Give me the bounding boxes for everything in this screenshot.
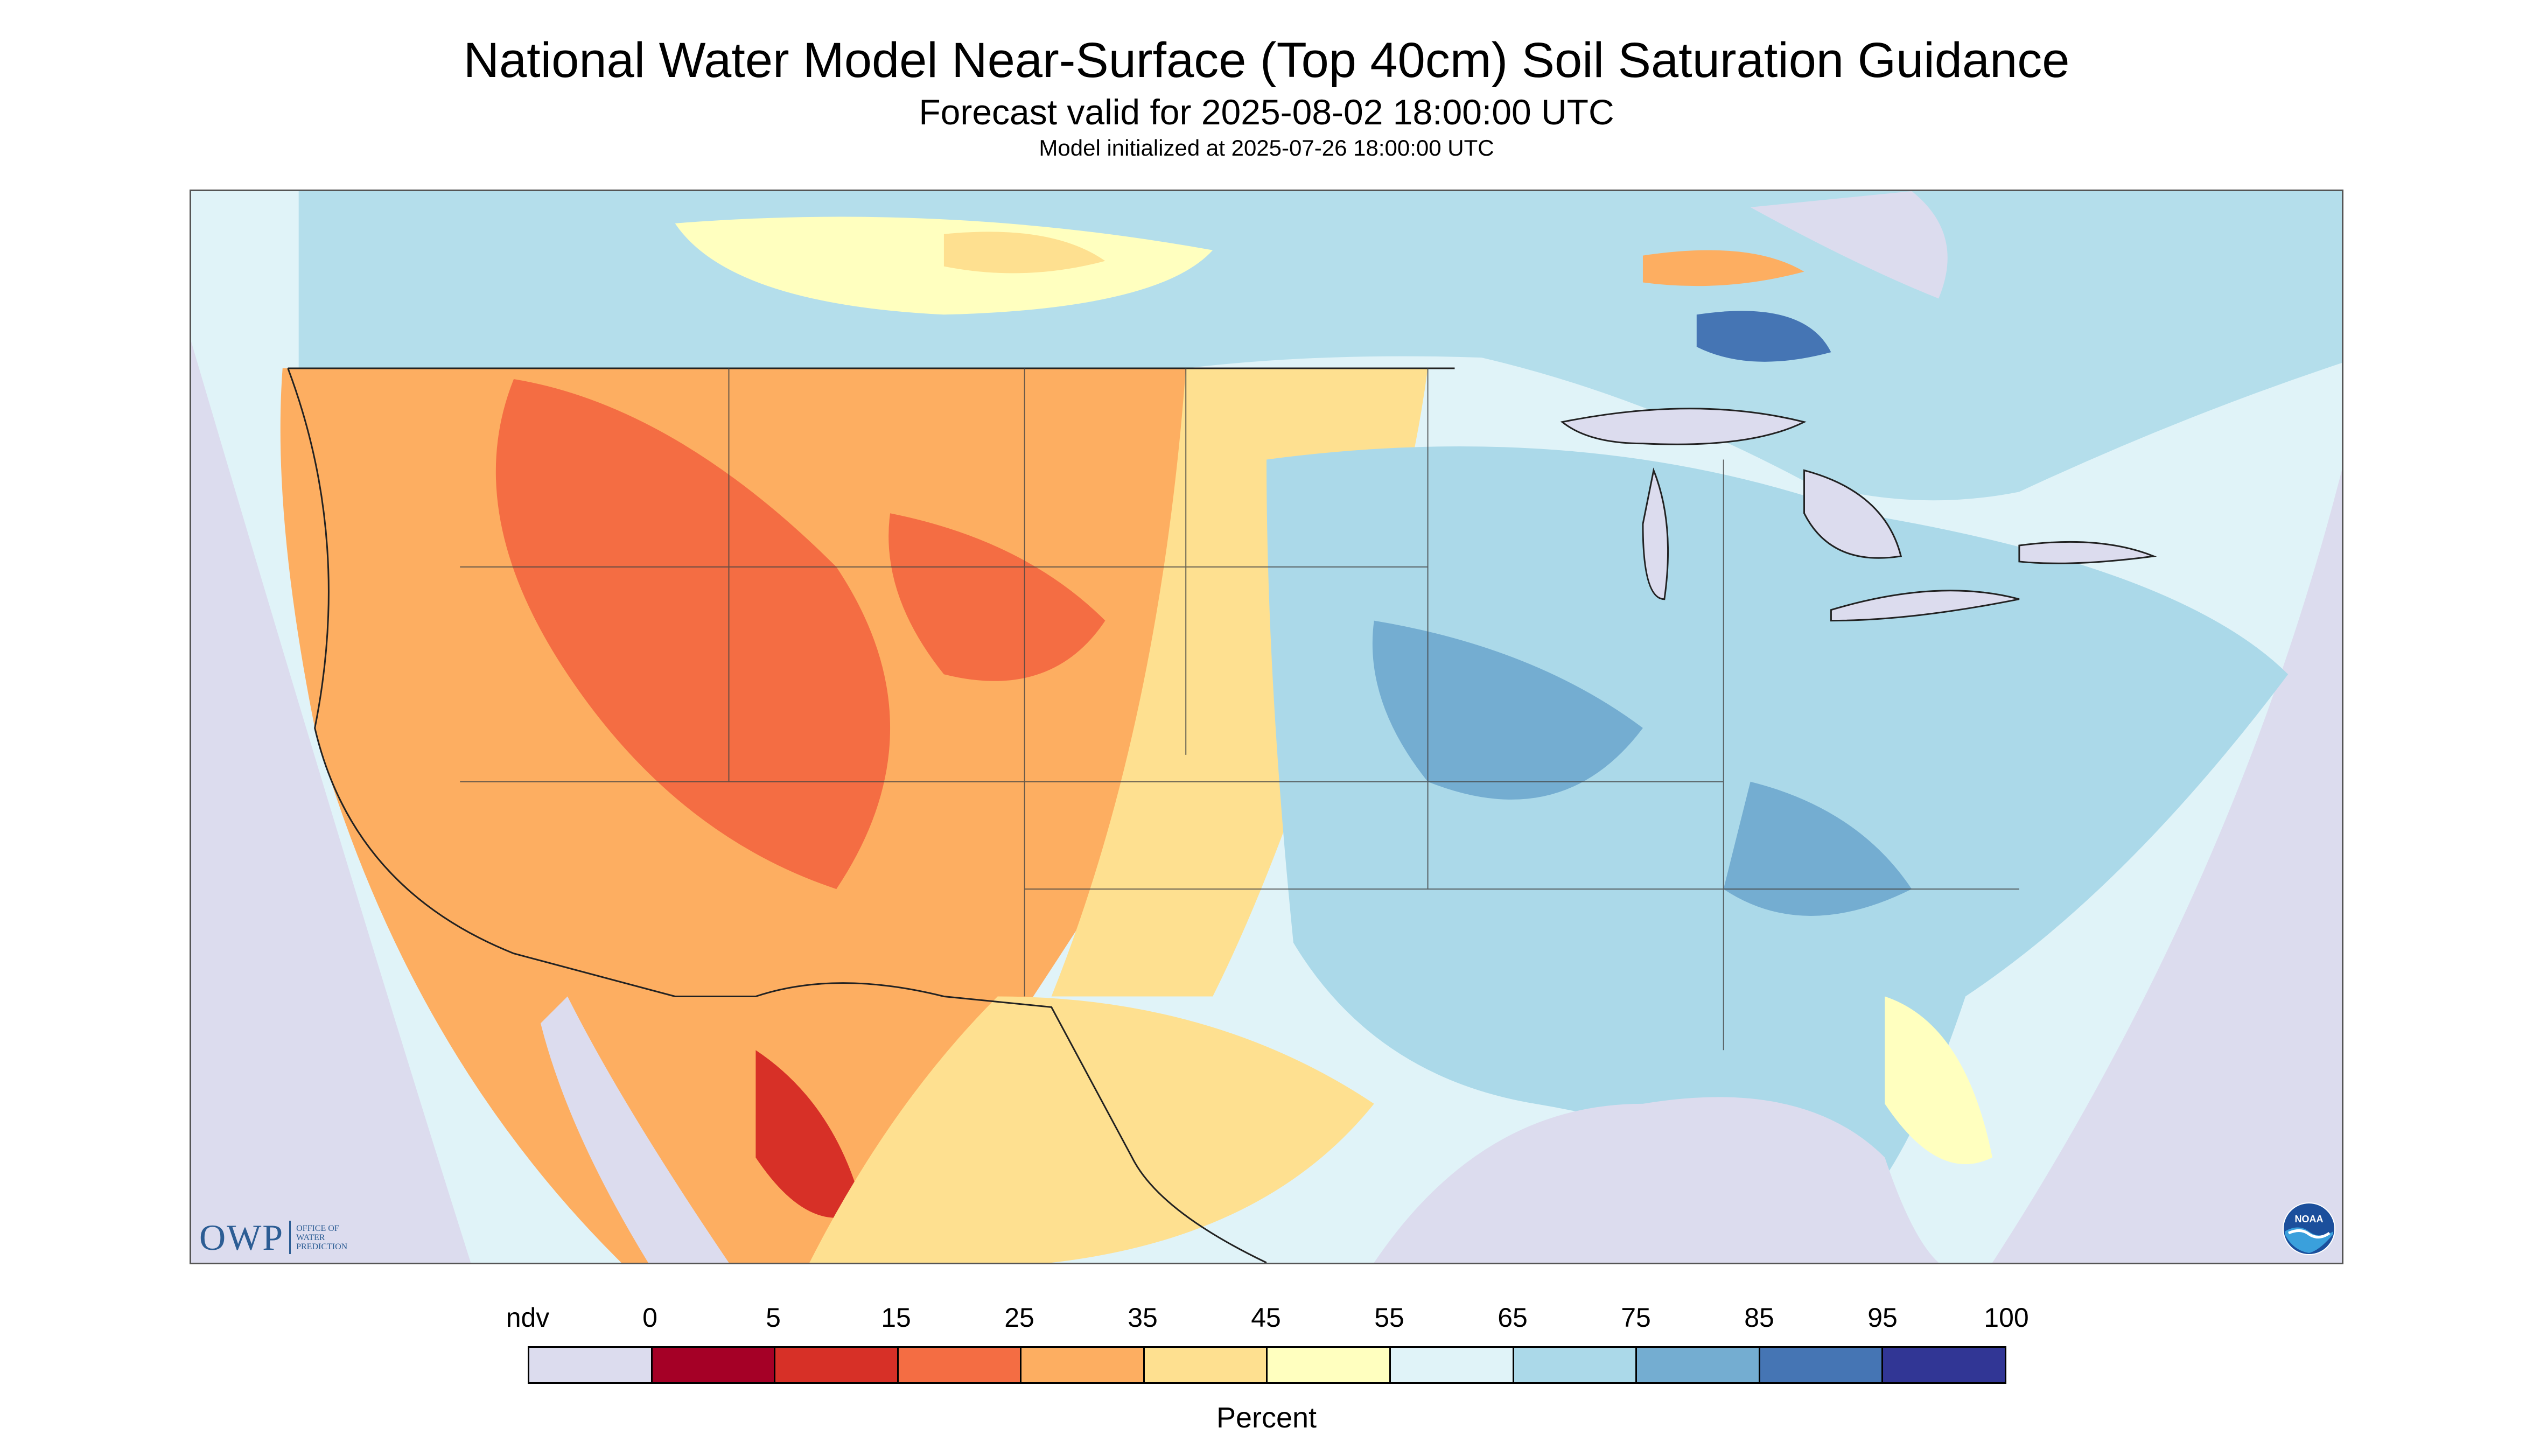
- us-mexico-border: [287, 368, 1267, 1263]
- model-init-time: Model initialized at 2025-07-26 18:00:00…: [1039, 135, 1494, 160]
- lake-erie: [1830, 590, 2020, 622]
- owp-logo-text: OWP: [199, 1216, 284, 1258]
- owp-logo-subtitle: OFFICE OF WATER PREDICTION: [296, 1224, 347, 1251]
- map-title: National Water Model Near-Surface (Top 4…: [463, 33, 2070, 88]
- state-borders: [460, 368, 2019, 1051]
- noaa-logo-text: NOAA: [2295, 1214, 2324, 1224]
- legend-tick-label: 45: [1251, 1303, 1281, 1333]
- midwest-wet: [1372, 620, 1643, 800]
- legend-swatch: [1268, 1348, 1391, 1382]
- noaa-logo: NOAA: [2283, 1202, 2335, 1255]
- legend-swatch: [1514, 1348, 1638, 1382]
- legend-tick-label: 85: [1744, 1303, 1774, 1333]
- soil-saturation-map: [190, 190, 2343, 1264]
- map-canvas: [191, 191, 2342, 1263]
- legend-swatch: [1760, 1348, 1884, 1382]
- lake-huron: [1803, 469, 1902, 559]
- colorado-dry: [888, 513, 1105, 681]
- legend-swatch: [529, 1348, 653, 1382]
- legend-swatch: [1637, 1348, 1760, 1382]
- legend-tick-label: 75: [1621, 1303, 1651, 1333]
- owp-logo-subtitle-line: OFFICE OF: [296, 1223, 339, 1233]
- legend-tick-label: ndv: [506, 1303, 550, 1333]
- lake-superior: [1560, 408, 1807, 445]
- legend-tick-label: 5: [766, 1303, 781, 1333]
- legend-swatch: [1144, 1348, 1268, 1382]
- legend-swatch: [775, 1348, 899, 1382]
- legend-tick-label: 100: [1984, 1303, 2029, 1333]
- legend-tick-label: 55: [1374, 1303, 1404, 1333]
- legend-swatch: [1883, 1348, 2005, 1382]
- owp-logo: OWP OFFICE OF WATER PREDICTION: [199, 1216, 347, 1258]
- sonora-driest: [755, 1050, 864, 1218]
- legend-swatch: [898, 1348, 1022, 1382]
- legend-swatch: [652, 1348, 776, 1382]
- northwest-land: [191, 191, 299, 342]
- ontario-dry-patch: [1642, 250, 1804, 286]
- prairies-dry-zone: [675, 216, 1213, 315]
- florida-moderate: [1885, 996, 1992, 1165]
- forecast-valid-time: Forecast valid for 2025-08-02 18:00:00 U…: [919, 92, 1614, 132]
- legend-tick-label: 15: [881, 1303, 911, 1333]
- legend-swatch: [1021, 1348, 1145, 1382]
- lake-michigan: [1642, 467, 1669, 600]
- legend-tick-label: 95: [1867, 1303, 1898, 1333]
- owp-logo-subtitle-line: WATER: [296, 1233, 325, 1242]
- gulf-of-california: [541, 996, 729, 1263]
- color-legend: [528, 1346, 2006, 1384]
- outside-projection-east: [1992, 470, 2342, 1263]
- texas-moderate: [809, 996, 1374, 1263]
- legend-tick-label: 35: [1128, 1303, 1158, 1333]
- legend-unit-label: Percent: [1216, 1402, 1317, 1434]
- owp-logo-divider: [289, 1221, 291, 1254]
- prairies-drier-zone: [943, 232, 1105, 274]
- hudson-bay-water: [1750, 191, 1948, 299]
- gulf-of-mexico: [1374, 1097, 1939, 1263]
- owp-logo-subtitle-line: PREDICTION: [296, 1242, 348, 1251]
- great-basin-very-dry: [495, 379, 891, 890]
- legend-swatch: [1391, 1348, 1514, 1382]
- legend-tick-label: 65: [1498, 1303, 1528, 1333]
- outside-projection-west: [191, 341, 471, 1263]
- lake-ontario: [2018, 541, 2157, 564]
- legend-tick-label: 25: [1004, 1303, 1034, 1333]
- ontario-wet-patch: [1696, 311, 1831, 362]
- legend-tick-label: 0: [642, 1303, 657, 1333]
- southeast-wet: [1723, 781, 1912, 916]
